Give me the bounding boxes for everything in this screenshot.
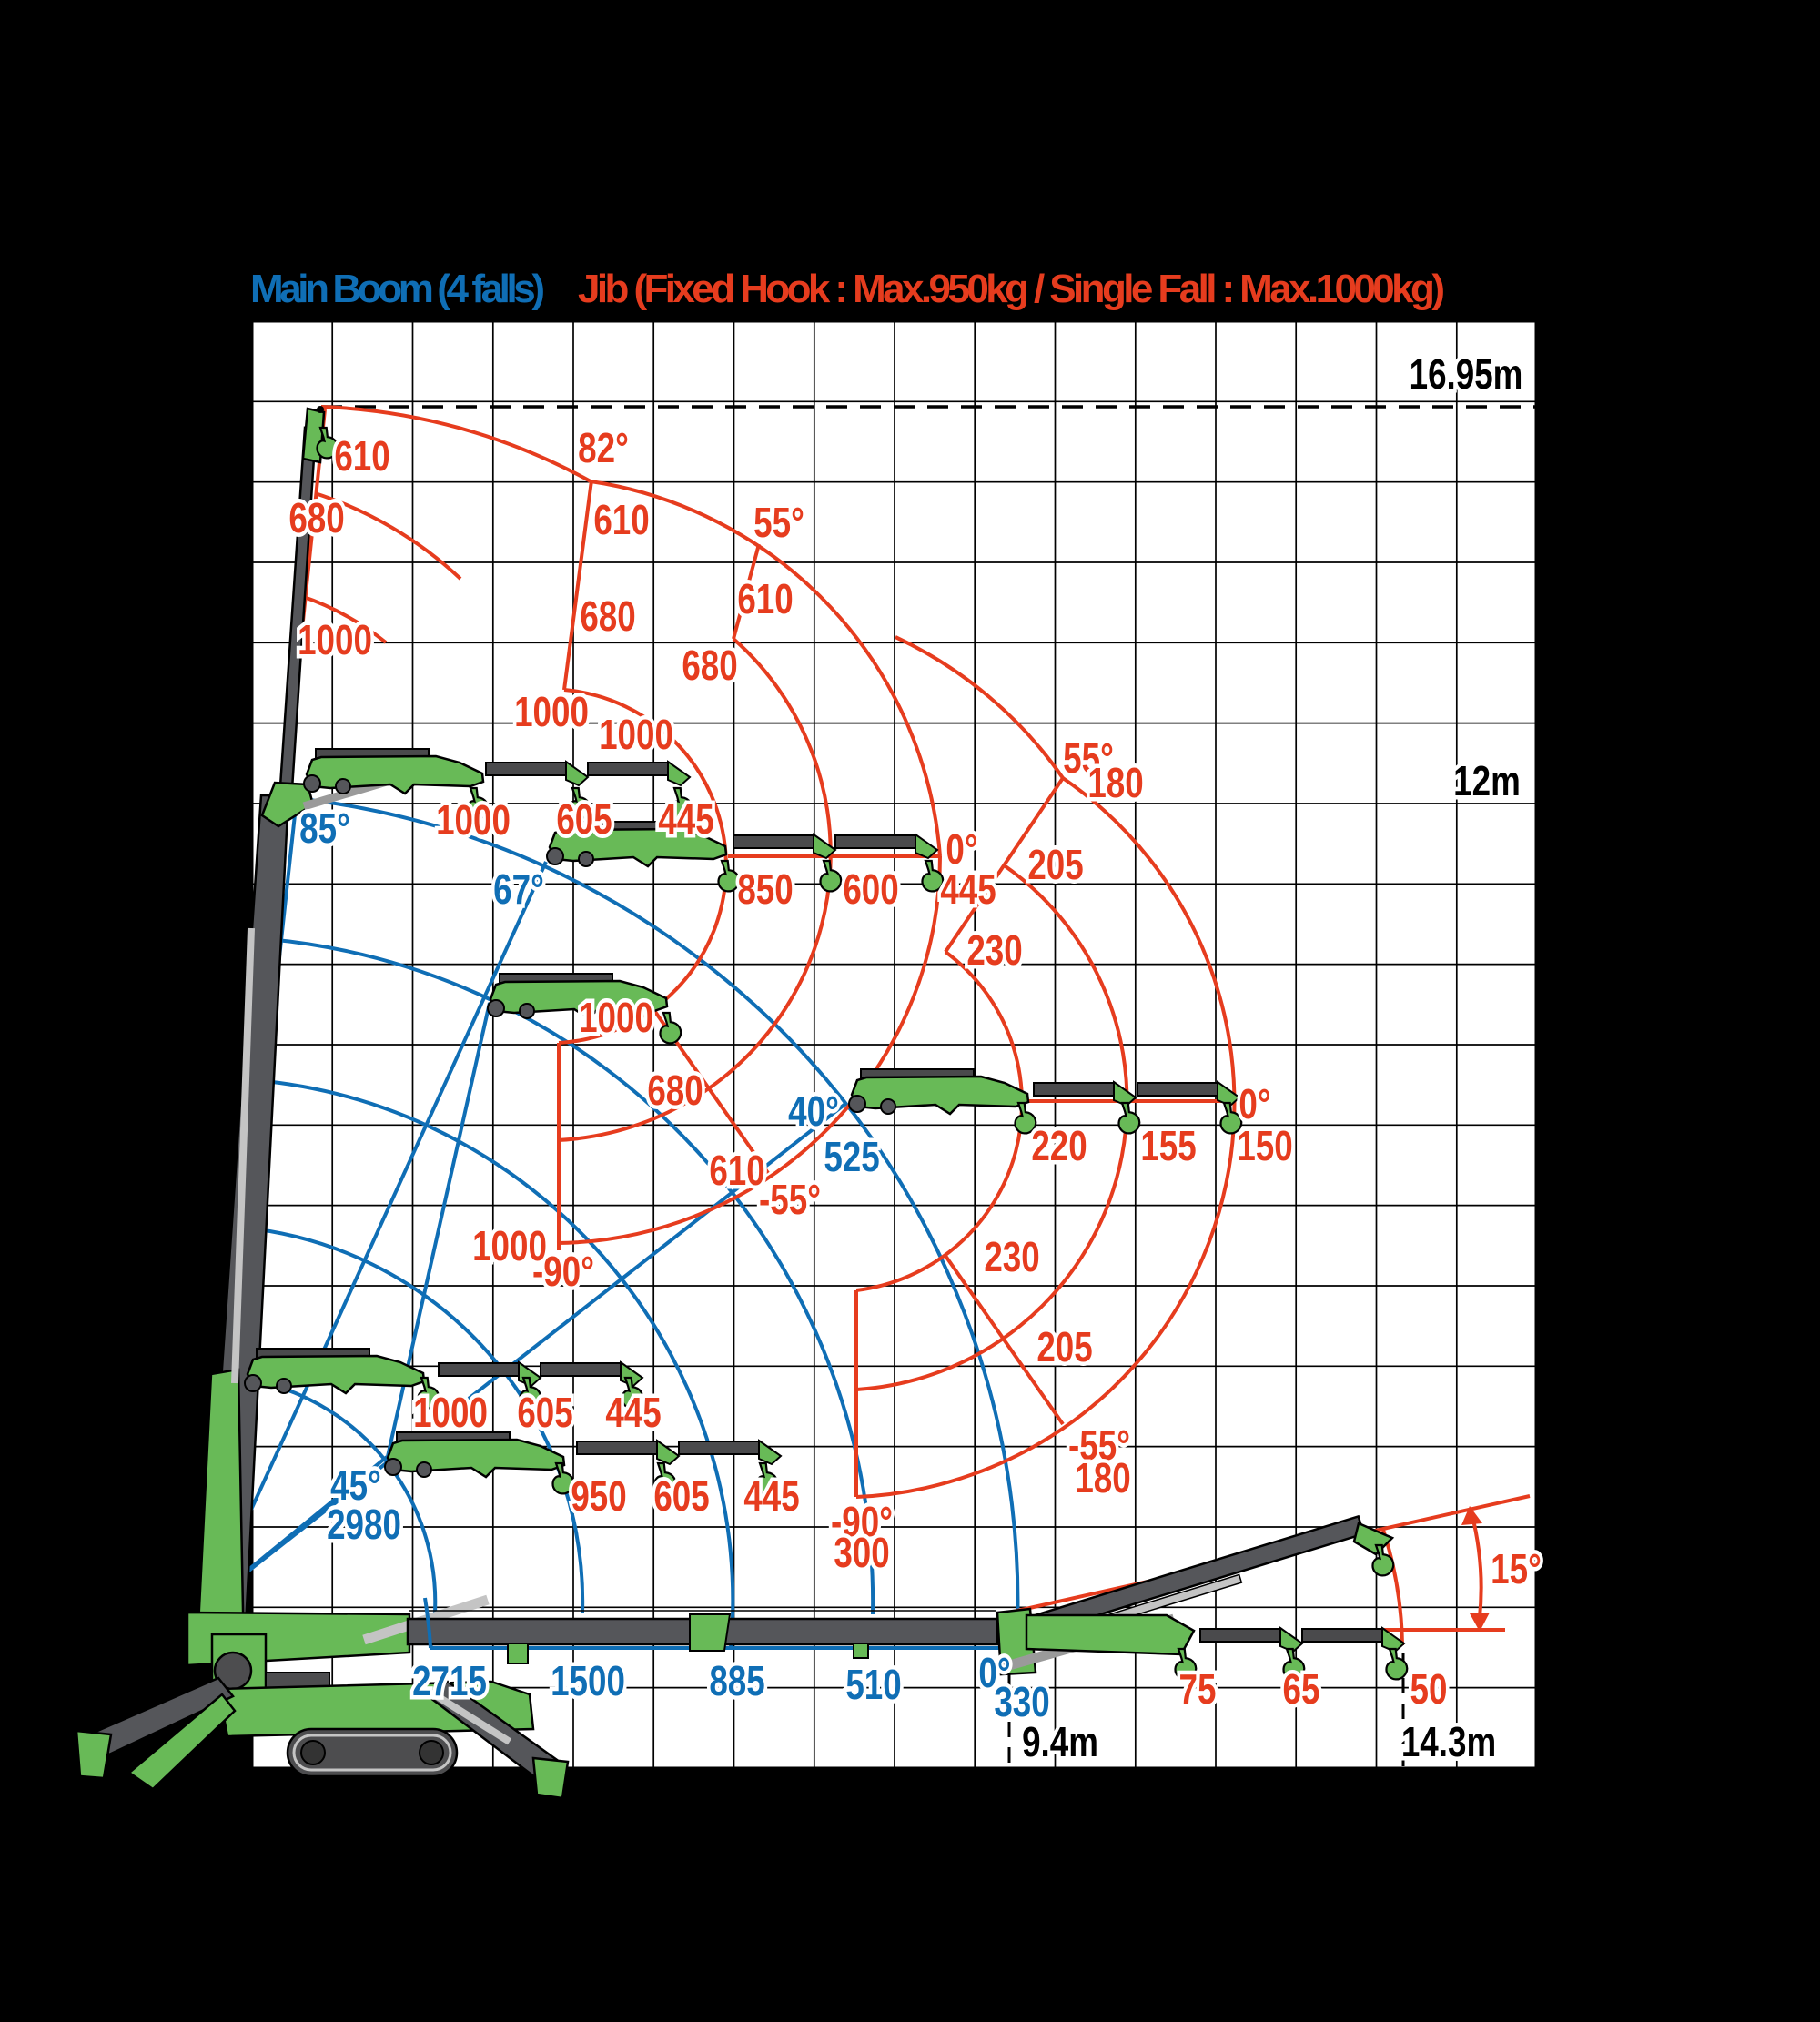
svg-text:0°: 0° (978, 1649, 1010, 1696)
svg-text:950: 950 (571, 1472, 626, 1520)
svg-text:0°: 0° (945, 825, 977, 873)
svg-text:40°: 40° (788, 1087, 839, 1135)
svg-text:14.3m: 14.3m (1401, 1718, 1496, 1765)
svg-text:445: 445 (743, 1472, 799, 1520)
svg-text:55°: 55° (753, 499, 804, 546)
svg-text:610: 610 (737, 575, 793, 622)
svg-text:65: 65 (1283, 1665, 1320, 1713)
svg-text:150: 150 (1237, 1122, 1292, 1169)
svg-text:45°: 45° (330, 1461, 381, 1509)
svg-text:Main Boom (4 falls): Main Boom (4 falls) (250, 267, 545, 311)
svg-text:605: 605 (517, 1389, 572, 1436)
svg-text:0°: 0° (1239, 1080, 1270, 1127)
svg-text:1000: 1000 (298, 616, 372, 663)
svg-text:205: 205 (1036, 1323, 1092, 1370)
svg-text:330: 330 (994, 1678, 1049, 1725)
svg-text:885: 885 (709, 1657, 764, 1704)
svg-text:82°: 82° (578, 424, 629, 471)
svg-text:15°: 15° (1491, 1545, 1542, 1592)
svg-text:1000: 1000 (413, 1389, 488, 1436)
svg-text:67°: 67° (493, 865, 544, 913)
svg-text:605: 605 (653, 1472, 709, 1520)
svg-text:610: 610 (709, 1147, 764, 1194)
svg-text:1000: 1000 (599, 711, 673, 758)
svg-text:850: 850 (737, 865, 793, 913)
svg-text:1500: 1500 (551, 1657, 625, 1704)
svg-text:12m: 12m (1453, 757, 1521, 804)
svg-text:445: 445 (940, 865, 996, 913)
svg-text:610: 610 (593, 496, 649, 543)
svg-text:1000: 1000 (514, 688, 589, 735)
svg-text:680: 680 (580, 592, 635, 640)
svg-text:610: 610 (334, 432, 389, 480)
svg-text:-55°: -55° (1068, 1421, 1130, 1469)
svg-text:2715: 2715 (412, 1657, 487, 1704)
svg-text:300: 300 (834, 1529, 889, 1576)
svg-text:-55°: -55° (759, 1176, 821, 1223)
svg-text:155: 155 (1140, 1122, 1196, 1169)
svg-text:605: 605 (556, 795, 612, 843)
svg-text:680: 680 (288, 494, 344, 541)
svg-text:680: 680 (682, 642, 737, 689)
svg-text:1000: 1000 (579, 994, 653, 1041)
svg-text:230: 230 (984, 1233, 1039, 1280)
svg-text:600: 600 (843, 865, 898, 913)
svg-text:2980: 2980 (327, 1501, 401, 1548)
svg-text:Jib (Fixed Hook : Max.950kg /: Jib (Fixed Hook : Max.950kg / Single Fal… (578, 267, 1445, 311)
svg-text:50: 50 (1410, 1665, 1448, 1713)
svg-text:9.4m: 9.4m (1022, 1718, 1098, 1765)
svg-text:525: 525 (824, 1133, 879, 1180)
svg-text:680: 680 (647, 1067, 703, 1114)
svg-text:85°: 85° (299, 804, 350, 852)
svg-text:205: 205 (1027, 841, 1083, 888)
svg-text:180: 180 (1087, 759, 1143, 806)
svg-text:-90°: -90° (532, 1248, 594, 1295)
svg-text:1000: 1000 (472, 1222, 547, 1269)
svg-text:445: 445 (658, 795, 713, 843)
svg-text:180: 180 (1075, 1454, 1130, 1501)
svg-text:220: 220 (1031, 1122, 1087, 1169)
svg-text:55°: 55° (1063, 734, 1114, 782)
svg-text:1000: 1000 (436, 796, 511, 844)
svg-text:-90°: -90° (831, 1498, 893, 1545)
svg-text:230: 230 (966, 926, 1022, 974)
svg-text:75: 75 (1179, 1665, 1217, 1713)
svg-text:510: 510 (845, 1661, 901, 1708)
svg-text:16.95m: 16.95m (1410, 350, 1523, 398)
svg-text:445: 445 (605, 1389, 661, 1436)
